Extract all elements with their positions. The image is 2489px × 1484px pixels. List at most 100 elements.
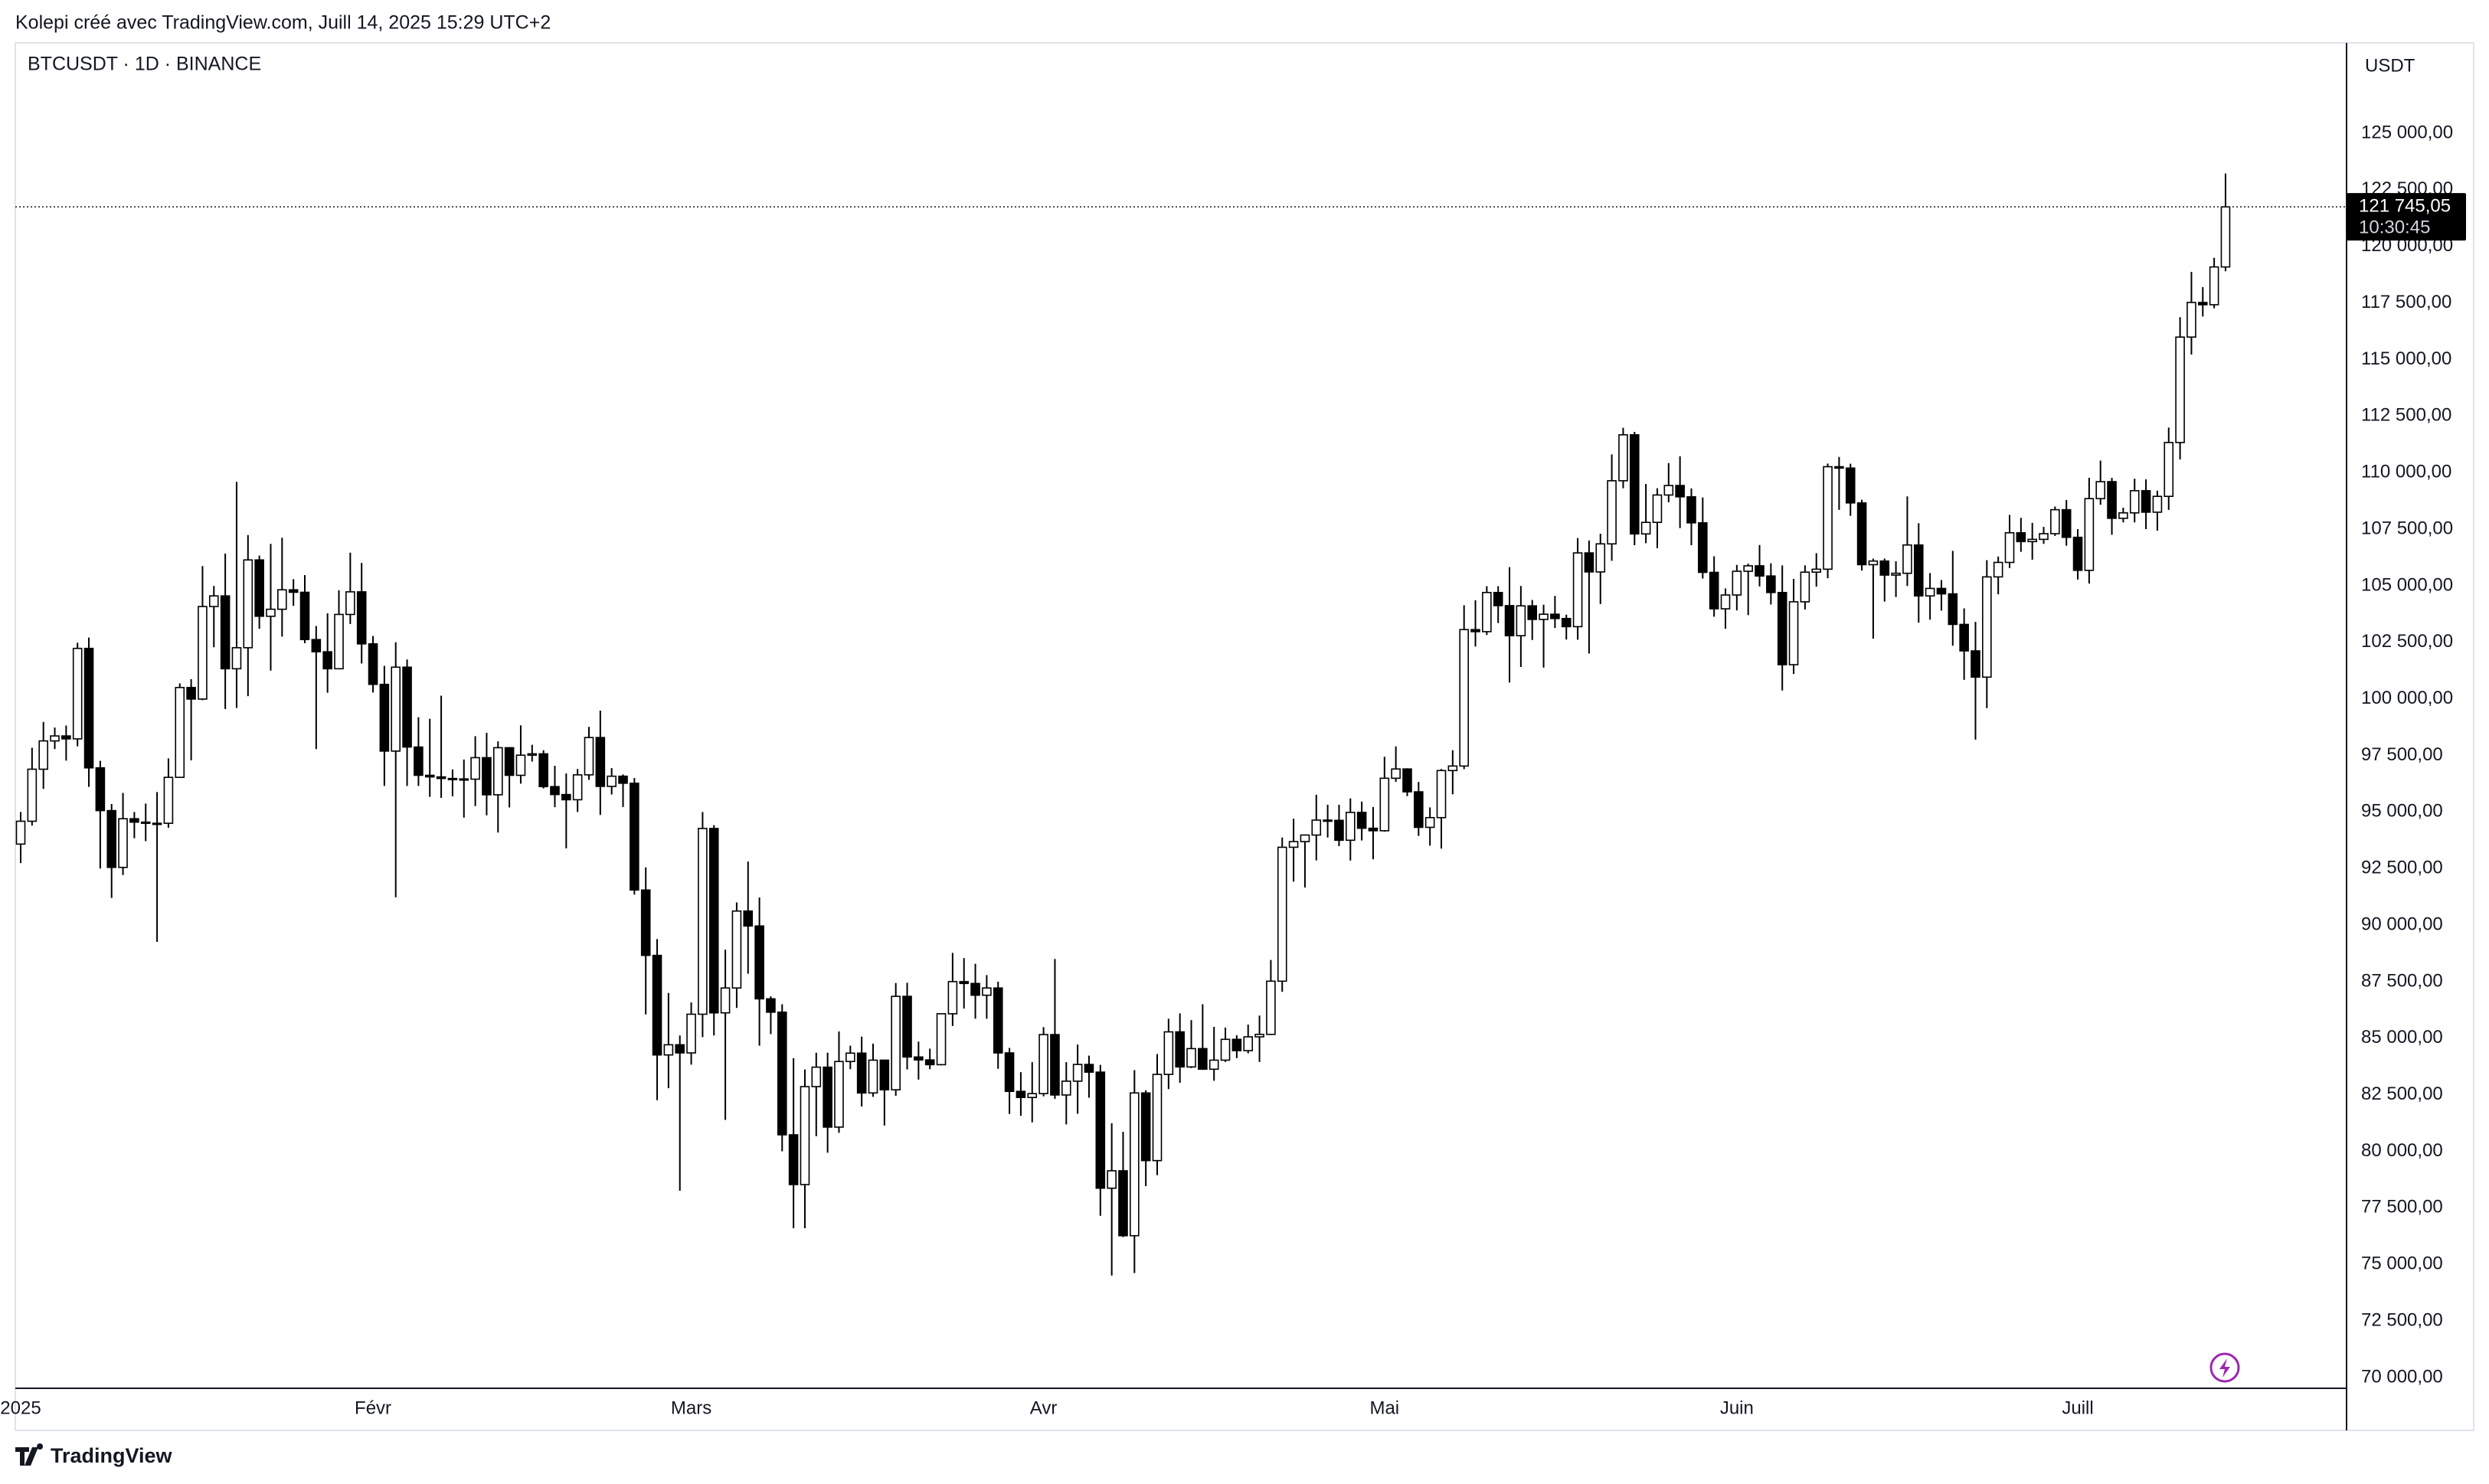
candle-body [1868,560,1879,566]
candle-body [2220,206,2231,268]
candle-body [2141,490,2151,513]
candle-body [1516,605,1526,637]
candle-body [254,559,264,617]
candle-body [1652,494,1663,523]
candle-body [2186,302,2196,338]
candle-body [2061,508,2072,538]
y-tick-label: 107 500,00 [2361,518,2453,538]
candle-body [936,1013,947,1066]
candle-body [1720,594,1731,610]
candle-body [1743,565,1753,572]
candle-body [663,1044,674,1056]
candle-body [1016,1090,1026,1099]
candle-body [1493,591,1503,606]
candle-body [2197,302,2208,306]
flash-icon[interactable] [2209,1352,2240,1383]
candle-body [982,987,992,996]
candle-body [1118,1170,1128,1237]
candle-body [1482,591,1492,632]
candle-body [175,687,185,778]
candle-body [311,639,322,652]
candle-body [163,776,174,824]
candle-body [231,647,242,670]
candle-body [1913,544,1924,597]
candle-body [743,910,754,927]
candle-body [482,757,492,796]
candle-body [652,954,662,1056]
candle-body [834,1061,844,1128]
candle-body [1766,575,1776,593]
candle-body [1618,434,1628,482]
candle-body [1561,617,1572,628]
candle-body [1936,587,1947,595]
candle-body [630,783,639,891]
symbol-title: BTCUSDT · 1D · BINANCE [28,54,261,75]
candle-body [1755,565,1765,577]
candle-body [1050,1034,1060,1096]
candle-body [1959,623,1969,652]
chart-frame [15,42,2474,1431]
candle-body [106,809,117,868]
candle-body [492,747,503,796]
y-tick-label: 100 000,00 [2361,688,2453,708]
candle-body [1072,1064,1083,1082]
candle-body [1436,770,1447,819]
candle-body [1971,650,1980,678]
candle-body [129,818,139,823]
candle-body [1470,629,1480,632]
y-tick-label: 110 000,00 [2361,462,2451,482]
candle-body [186,687,196,700]
candle-body [618,775,628,784]
candle-body [2129,490,2140,514]
candle-body [572,774,583,801]
brand-name: TradingView [51,1444,173,1467]
candle-body [2107,481,2117,519]
candle-body [459,778,469,781]
candle-body [1948,593,1958,626]
candle-body [527,753,538,757]
candle-body [1856,502,1867,566]
last-price-label: 121 745,05 [2359,196,2451,217]
candle-body [1186,1048,1196,1068]
candle-body [1834,466,1844,469]
candle-body [959,981,970,985]
candle-body [924,1059,935,1066]
candle-body [1004,1052,1015,1093]
y-tick-label: 87 500,00 [2361,970,2443,991]
candle-body [436,776,446,780]
candle-body [1038,1034,1048,1095]
candle-body [38,740,48,770]
candle-body [823,1066,832,1128]
y-tick-label: 72 500,00 [2361,1309,2443,1330]
candle-body [1220,1038,1231,1061]
candle-body [391,666,401,752]
y-tick-label: 97 500,00 [2361,744,2443,765]
candle-body [334,613,344,670]
candle-body [766,998,776,1013]
candle-body [2072,536,2083,571]
candle-body [356,591,367,645]
candle-body [970,982,980,996]
candle-body [220,595,231,670]
candle-body [1572,552,1583,628]
candle-body [1424,816,1435,829]
candle-body [1675,485,1685,498]
candle-body [1891,572,1901,576]
countdown-label: 10:30:45 [2359,217,2430,238]
y-tick-label: 117 500,00 [2361,292,2451,312]
candle-body [345,591,355,616]
y-tick-label: 102 500,00 [2361,631,2453,652]
candle-body [198,606,208,700]
candle-body [1550,613,1560,619]
candle-body [266,608,276,617]
y-tick-label: 115 000,00 [2361,348,2451,369]
candle-body [470,757,480,780]
candle-body [2095,481,2106,499]
y-tick-label: 112 500,00 [2361,405,2451,426]
y-tick-label: 77 500,00 [2361,1197,2443,1218]
x-tick-label: Mai [1369,1397,1399,1418]
candle-body [1095,1071,1106,1189]
candle-body [1402,768,1412,793]
candle-body [2004,531,2015,564]
